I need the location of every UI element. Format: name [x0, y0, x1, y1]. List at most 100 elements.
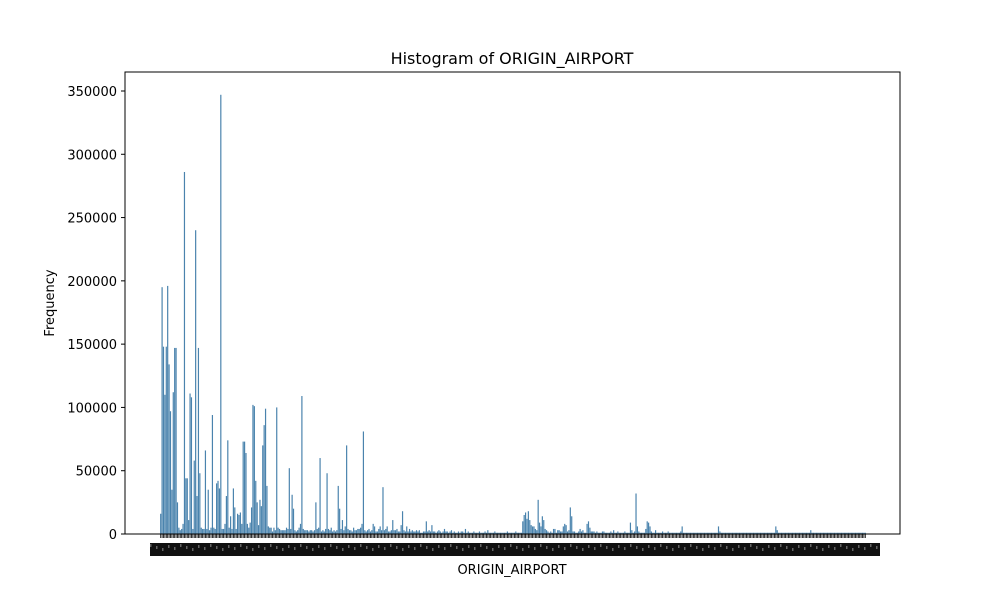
x-tick-label-gap: [546, 546, 548, 549]
histogram-bar: [805, 532, 808, 534]
histogram-bar: [266, 485, 268, 534]
histogram-bar: [417, 531, 419, 534]
histogram-bar: [168, 364, 170, 534]
x-tick-label-gap: [420, 544, 422, 547]
x-tick-label-gap: [612, 548, 614, 551]
histogram-bar: [481, 532, 483, 534]
histogram-bar: [273, 527, 275, 534]
histogram-bar: [199, 473, 201, 534]
histogram-bar: [678, 532, 680, 534]
histogram-bar: [491, 532, 493, 534]
histogram-bar: [255, 480, 257, 534]
histogram-bar: [838, 532, 840, 534]
x-tick-label-gap: [726, 546, 728, 549]
histogram-bar: [849, 532, 851, 534]
histogram-bar: [403, 530, 405, 534]
histogram-bar: [538, 522, 541, 534]
histogram-bar: [594, 532, 597, 534]
x-tick-label-gap: [534, 547, 536, 550]
histogram-bar: [467, 531, 469, 534]
histogram-bar: [520, 532, 522, 534]
histogram-bar: [287, 528, 289, 534]
histogram-bar: [429, 531, 432, 534]
histogram-bar: [860, 532, 862, 534]
histogram-bar: [477, 532, 479, 534]
histogram-bar: [544, 528, 546, 534]
histogram-bar: [351, 531, 353, 534]
histogram-bar: [819, 532, 822, 534]
histogram-bar: [490, 532, 492, 534]
histogram-bar: [227, 440, 229, 534]
x-tick-label-gap: [672, 548, 674, 551]
y-tick-label: 100000: [67, 401, 117, 416]
x-tick-label-gap: [276, 546, 278, 549]
histogram-bar: [516, 532, 518, 534]
histogram-bar: [655, 530, 657, 534]
x-tick-label-gap: [732, 548, 734, 551]
histogram-bar: [661, 531, 664, 534]
x-tick-marks: [160, 534, 866, 538]
x-tick-label-gap: [318, 545, 320, 548]
histogram-bar: [564, 523, 566, 534]
histogram-bar: [332, 531, 334, 534]
histogram-bar: [246, 523, 248, 534]
histogram-bar: [800, 532, 802, 534]
x-tick-label-gap: [504, 547, 506, 550]
histogram-bar: [597, 532, 599, 534]
histogram-bar: [668, 532, 671, 534]
x-tick-label-gap: [684, 547, 686, 550]
x-tick-label-gap: [204, 547, 206, 550]
histogram-bar: [326, 473, 328, 534]
histogram-bar: [372, 523, 374, 534]
histogram-bar: [410, 531, 412, 534]
histogram-bar: [238, 515, 240, 534]
histogram-bar: [469, 532, 471, 534]
histogram-bar: [334, 531, 337, 534]
x-tick-label-gap: [798, 545, 800, 548]
histogram-bar: [400, 525, 402, 534]
histogram-bar: [631, 530, 633, 534]
histogram-bar: [432, 531, 434, 534]
histogram-bar: [446, 531, 448, 534]
histogram-bar: [706, 532, 708, 534]
histogram-bar: [572, 531, 574, 534]
histogram-bar: [172, 392, 174, 534]
histogram-bar: [207, 489, 209, 534]
histogram-bar: [422, 531, 425, 534]
histogram-bar: [513, 532, 515, 534]
histogram-bar: [434, 531, 436, 534]
histogram-bar: [534, 528, 536, 534]
histogram-bar: [611, 532, 613, 534]
histogram-bar: [329, 530, 331, 534]
histogram-bar: [618, 532, 620, 534]
histogram-bar: [284, 530, 286, 534]
x-tick-label-gap: [288, 545, 290, 548]
histogram-bar: [695, 532, 697, 534]
histogram-bar: [638, 531, 640, 534]
histogram-bar: [826, 532, 829, 534]
histogram-bar: [164, 394, 166, 534]
histogram-bar: [754, 532, 756, 534]
histogram-bar: [726, 532, 728, 534]
x-tick-label-gap: [486, 546, 488, 549]
x-tick-label-gap: [198, 545, 200, 548]
histogram-bar: [645, 528, 647, 534]
x-tick-label-gap: [558, 545, 560, 548]
x-tick-label-gap: [786, 546, 788, 549]
histogram-bar: [575, 532, 577, 534]
histogram-bar: [487, 530, 489, 534]
histogram-bar: [839, 532, 841, 534]
histogram-bar: [755, 532, 757, 534]
histogram-bar: [583, 532, 585, 534]
histogram-bar: [183, 171, 186, 535]
x-tick-label-gap: [606, 546, 608, 549]
histogram-bar: [298, 527, 300, 534]
histogram-bar: [299, 523, 302, 534]
histogram-bar: [550, 531, 552, 534]
histogram-bar: [670, 532, 672, 534]
x-tick-label-gap: [264, 547, 266, 550]
histogram-bar: [576, 532, 578, 534]
y-tick-label: 350000: [67, 85, 117, 100]
x-tick-label-gap: [876, 546, 878, 549]
histogram-bar: [483, 532, 485, 534]
